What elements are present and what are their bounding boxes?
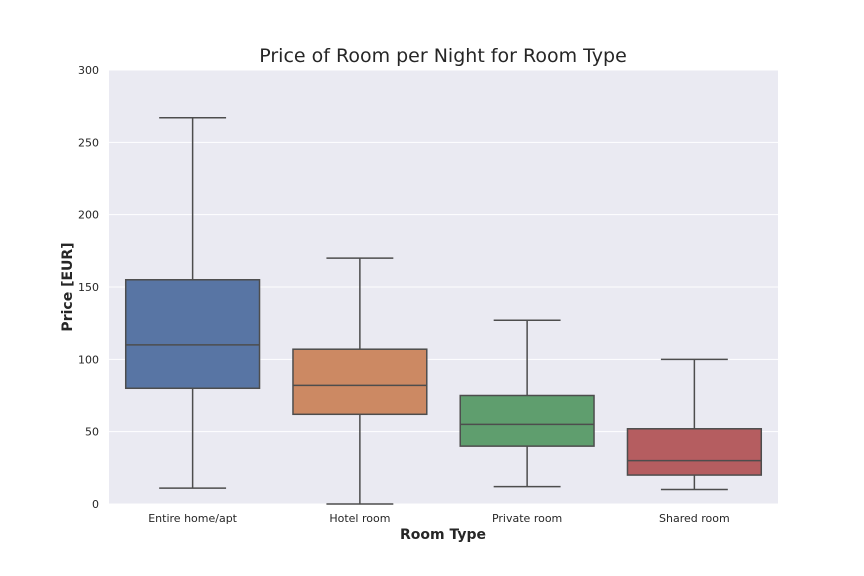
box-entire-home-apt — [124, 116, 261, 489]
box-private-room — [459, 319, 595, 488]
iqr-box — [124, 279, 261, 390]
x-axis-ticks: Entire home/apt Hotel room Private room Sha… — [148, 512, 729, 525]
y-tick-label: 50 — [85, 426, 99, 439]
x-tick-label: Private room — [492, 512, 562, 525]
iqr-box — [292, 348, 428, 416]
y-axis-label: Price [EUR] — [60, 242, 76, 331]
y-tick-label: 0 — [92, 498, 99, 511]
chart-title: Price of Room per Night for Room Type — [259, 45, 627, 67]
x-axis-label: Room Type — [400, 527, 486, 543]
y-tick-label: 250 — [78, 136, 99, 149]
x-tick-label: Shared room — [659, 512, 730, 525]
box-series — [124, 116, 763, 505]
x-tick-label: Entire home/apt — [148, 512, 237, 525]
box-hotel-room — [292, 257, 428, 505]
y-tick-label: 300 — [78, 64, 99, 77]
iqr-box — [626, 428, 763, 476]
y-tick-label: 200 — [78, 209, 99, 222]
iqr-box — [459, 394, 595, 447]
y-tick-label: 100 — [78, 353, 99, 366]
y-axis-ticks: 0 50 100 150 200 250 300 — [78, 64, 99, 511]
box-shared-room — [626, 358, 763, 491]
y-tick-label: 150 — [78, 281, 99, 294]
x-tick-label: Hotel room — [329, 512, 390, 525]
